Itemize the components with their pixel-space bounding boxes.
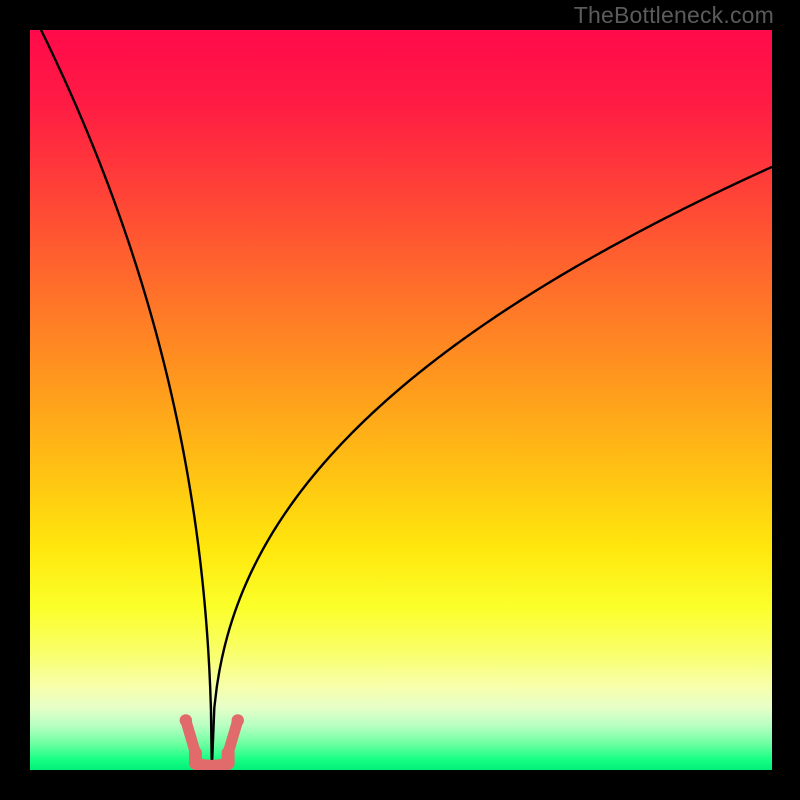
plot-area bbox=[30, 30, 772, 770]
chart-container: TheBottleneck.com bbox=[0, 0, 800, 800]
plot-svg bbox=[30, 30, 772, 770]
gradient-background bbox=[30, 30, 772, 770]
watermark-text: TheBottleneck.com bbox=[574, 2, 774, 29]
